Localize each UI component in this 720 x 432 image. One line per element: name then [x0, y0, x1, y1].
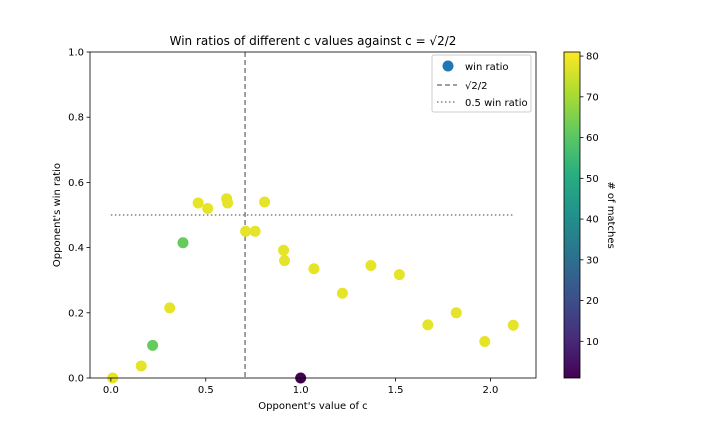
y-tick-label: 0.4	[68, 243, 84, 254]
x-tick-label: 1.0	[293, 385, 309, 396]
x-tick-label: 1.5	[388, 385, 404, 396]
legend-box	[431, 54, 532, 113]
plot-area	[110, 52, 514, 378]
data-point	[192, 197, 204, 209]
x-tick-label: 0.0	[103, 385, 119, 396]
data-point	[393, 269, 405, 281]
data-point	[164, 302, 176, 314]
data-point	[147, 339, 159, 351]
axes-frame	[89, 51, 537, 379]
colorbar-gradient	[563, 51, 581, 379]
colorbar-tick-label: 40	[586, 215, 599, 226]
y-tick-label: 1.0	[68, 48, 84, 59]
y-tick-label: 0.6	[68, 178, 84, 189]
colorbar-tick-label: 20	[586, 296, 599, 307]
data-point	[507, 319, 519, 331]
colorbar-tick-label: 70	[586, 92, 599, 103]
data-point	[336, 287, 348, 299]
x-tick-label: 2.0	[482, 385, 498, 396]
x-tick-label: 0.5	[198, 385, 214, 396]
data-point	[450, 307, 462, 319]
data-point	[240, 225, 252, 237]
axes: 0.0 0.5 1.0 1.5 2.0 0.0 0.2 0.4 0.6 0.8 1.0	[68, 48, 537, 396]
legend-sqrt2-label: √2/2	[465, 81, 487, 92]
data-point	[422, 319, 434, 331]
data-point	[249, 225, 261, 237]
colorbar-tick-label: 10	[586, 337, 599, 348]
x-axis-label: Opponent's value of c	[258, 401, 367, 412]
data-point	[279, 255, 291, 267]
colorbar-label: # of matches	[605, 181, 616, 248]
data-point	[278, 244, 290, 256]
data-point	[135, 360, 147, 372]
legend-half-label: 0.5 win ratio	[465, 98, 528, 109]
y-tick-label: 0.8	[68, 113, 84, 124]
y-axis-label: Opponent's win ratio	[52, 163, 63, 267]
colorbar-tick-label: 30	[586, 255, 599, 266]
data-point	[308, 263, 320, 275]
legend-win-ratio-marker	[442, 60, 454, 72]
data-point	[202, 202, 214, 214]
chart-title: Win ratios of different c values against…	[170, 34, 457, 48]
data-point	[259, 196, 271, 208]
data-point	[222, 197, 234, 209]
colorbar-tick-label: 80	[586, 52, 599, 63]
colorbar: 10 20 30 40 50 60 70 80	[563, 51, 599, 379]
legend-win-ratio-label: win ratio	[465, 62, 509, 73]
legend: win ratio √2/2 0.5 win ratio	[431, 54, 532, 113]
data-points	[107, 193, 519, 384]
data-point	[177, 237, 189, 249]
chart-title-text: Win ratios of different c values against…	[170, 34, 457, 48]
y-tick-label: 0.0	[68, 374, 84, 385]
y-tick-label: 0.2	[68, 308, 84, 319]
data-point	[365, 260, 377, 272]
colorbar-tick-label: 50	[586, 174, 599, 185]
colorbar-tick-label: 60	[586, 133, 599, 144]
data-point	[479, 335, 491, 347]
